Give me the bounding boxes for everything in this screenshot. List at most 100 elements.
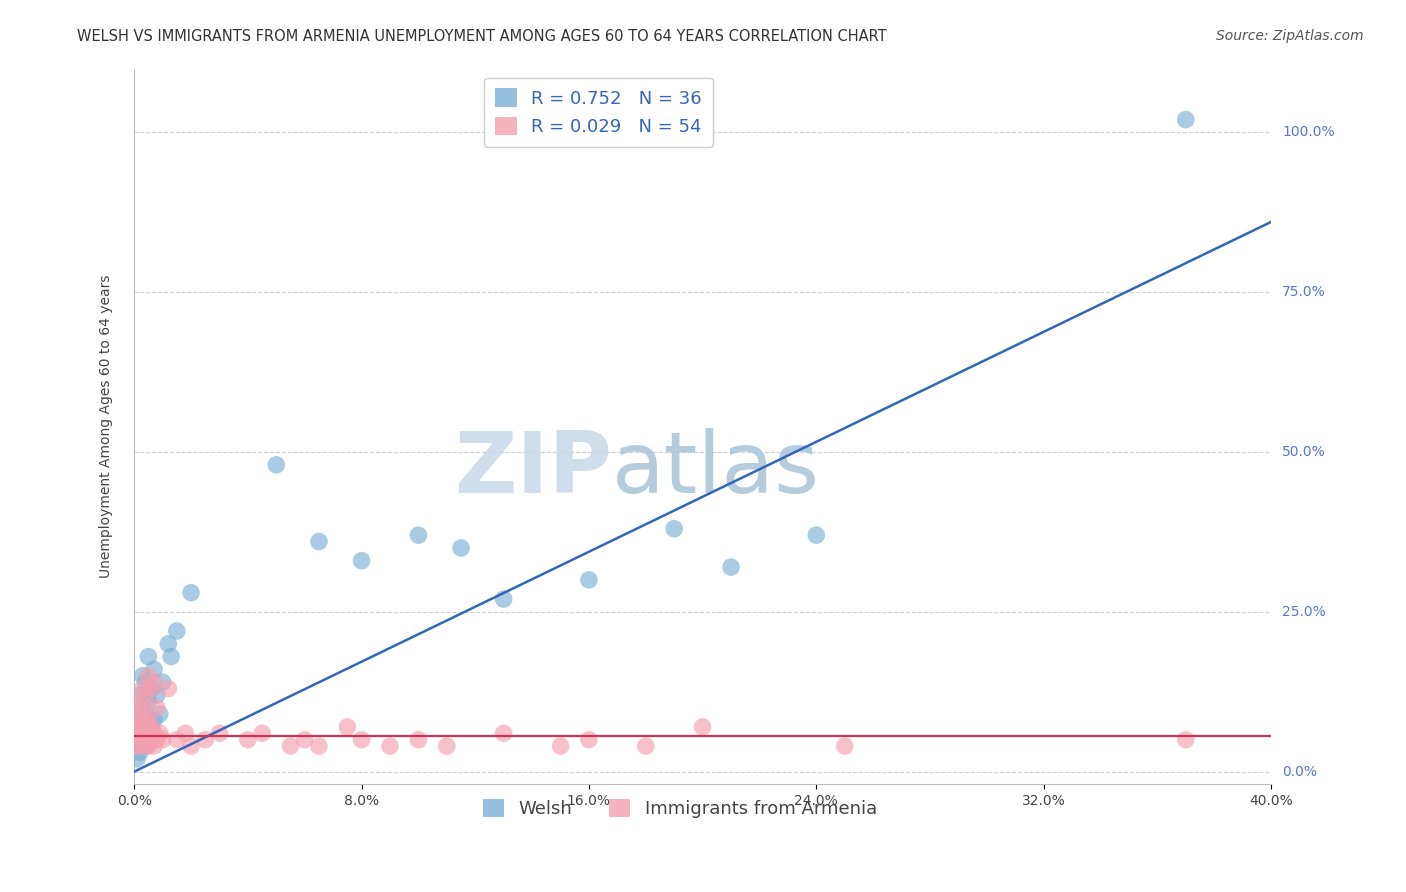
Point — [143, 714, 166, 728]
Point — [720, 560, 742, 574]
Point — [180, 585, 202, 599]
Point — [138, 739, 160, 753]
Point — [378, 739, 401, 753]
Point — [125, 714, 148, 728]
Point — [138, 694, 160, 708]
Text: 50.0%: 50.0% — [1282, 445, 1326, 459]
Point — [250, 726, 273, 740]
Point — [146, 688, 169, 702]
Point — [138, 714, 160, 728]
Point — [135, 726, 157, 740]
Point — [138, 649, 160, 664]
Point — [336, 720, 359, 734]
Point — [149, 707, 172, 722]
Point — [125, 732, 148, 747]
Point — [135, 714, 157, 728]
Text: WELSH VS IMMIGRANTS FROM ARMENIA UNEMPLOYMENT AMONG AGES 60 TO 64 YEARS CORRELAT: WELSH VS IMMIGRANTS FROM ARMENIA UNEMPLO… — [77, 29, 887, 45]
Point — [143, 739, 166, 753]
Point — [1174, 112, 1197, 127]
Point — [128, 714, 150, 728]
Point — [132, 726, 155, 740]
Point — [806, 528, 828, 542]
Point — [132, 720, 155, 734]
Text: 0.0%: 0.0% — [1282, 764, 1317, 779]
Text: ZIP: ZIP — [454, 428, 612, 511]
Point — [152, 732, 174, 747]
Point — [280, 739, 302, 753]
Point — [692, 720, 714, 734]
Point — [135, 739, 157, 753]
Point — [550, 739, 572, 753]
Legend: Welsh, Immigrants from Armenia: Welsh, Immigrants from Armenia — [475, 792, 884, 825]
Point — [125, 739, 148, 753]
Point — [634, 739, 657, 753]
Point — [1174, 732, 1197, 747]
Text: atlas: atlas — [612, 428, 820, 511]
Point — [166, 624, 188, 638]
Point — [350, 732, 373, 747]
Point — [578, 732, 600, 747]
Point — [135, 688, 157, 702]
Y-axis label: Unemployment Among Ages 60 to 64 years: Unemployment Among Ages 60 to 64 years — [100, 275, 114, 578]
Point — [125, 726, 148, 740]
Point — [141, 681, 163, 696]
Point — [157, 637, 180, 651]
Point — [208, 726, 231, 740]
Point — [408, 528, 430, 542]
Point — [408, 732, 430, 747]
Point — [128, 694, 150, 708]
Point — [132, 700, 155, 714]
Point — [132, 681, 155, 696]
Point — [125, 752, 148, 766]
Point — [834, 739, 856, 753]
Point — [141, 720, 163, 734]
Point — [180, 739, 202, 753]
Point — [578, 573, 600, 587]
Point — [308, 739, 330, 753]
Point — [132, 669, 155, 683]
Point — [141, 732, 163, 747]
Point — [138, 726, 160, 740]
Point — [266, 458, 288, 472]
Point — [294, 732, 316, 747]
Point — [166, 732, 188, 747]
Point — [135, 675, 157, 690]
Point — [450, 541, 472, 555]
Point — [125, 732, 148, 747]
Point — [138, 669, 160, 683]
Point — [143, 675, 166, 690]
Point — [141, 720, 163, 734]
Point — [135, 707, 157, 722]
Text: Source: ZipAtlas.com: Source: ZipAtlas.com — [1216, 29, 1364, 44]
Point — [143, 726, 166, 740]
Point — [135, 739, 157, 753]
Point — [128, 739, 150, 753]
Point — [132, 732, 155, 747]
Point — [149, 726, 172, 740]
Point — [174, 726, 197, 740]
Text: 25.0%: 25.0% — [1282, 605, 1326, 619]
Point — [236, 732, 259, 747]
Point — [152, 675, 174, 690]
Point — [128, 707, 150, 722]
Point — [664, 522, 686, 536]
Point — [492, 726, 515, 740]
Point — [436, 739, 458, 753]
Point — [146, 700, 169, 714]
Point — [160, 649, 183, 664]
Point — [143, 662, 166, 676]
Point — [492, 592, 515, 607]
Text: 100.0%: 100.0% — [1282, 126, 1334, 139]
Point — [128, 688, 150, 702]
Point — [146, 732, 169, 747]
Point — [194, 732, 217, 747]
Point — [132, 700, 155, 714]
Point — [138, 732, 160, 747]
Point — [350, 554, 373, 568]
Point — [141, 681, 163, 696]
Point — [128, 746, 150, 760]
Point — [128, 720, 150, 734]
Point — [128, 726, 150, 740]
Point — [157, 681, 180, 696]
Text: 75.0%: 75.0% — [1282, 285, 1326, 299]
